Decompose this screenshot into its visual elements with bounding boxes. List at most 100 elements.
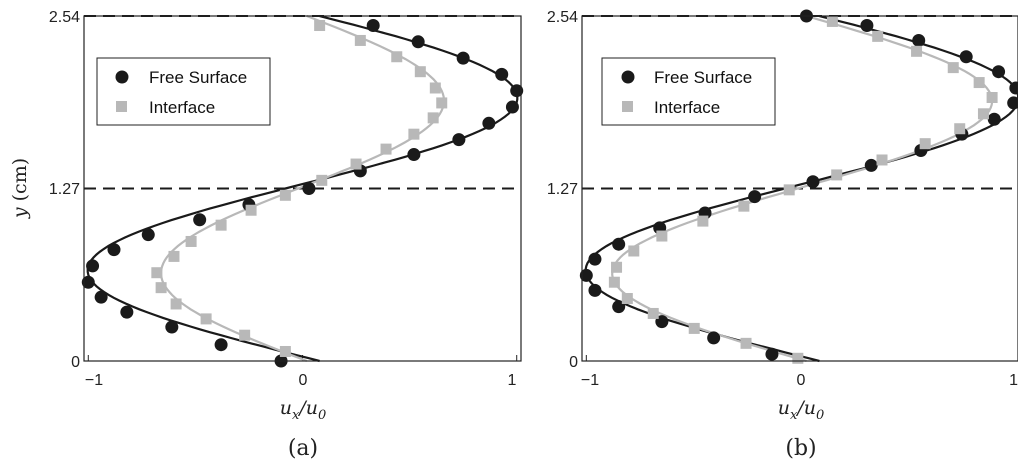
legend: Free Surface Interface	[601, 57, 776, 126]
data-point-interface	[628, 245, 640, 257]
svg-text:y (cm): y (cm)	[9, 158, 31, 219]
data-point-interface	[740, 337, 752, 349]
data-point-interface	[621, 293, 633, 305]
data-point-interface	[954, 123, 966, 135]
data-point-interface	[919, 138, 931, 150]
data-point-free-surface	[707, 331, 721, 345]
legend-label-interface: Interface	[149, 98, 215, 117]
data-point-interface	[314, 20, 326, 32]
data-point-interface	[688, 322, 700, 334]
legend: Free Surface Interface	[96, 57, 271, 126]
x-tick-label-0: −1	[85, 372, 103, 389]
fit-curve-interface	[611, 14, 994, 363]
data-point-free-surface	[302, 182, 316, 195]
y-tick-label-0: 0	[71, 354, 80, 371]
x-tick-label-2: 1	[508, 372, 517, 389]
data-point-interface	[427, 112, 439, 124]
data-point-interface	[783, 184, 795, 196]
y-tick-label-2: 2.54	[49, 9, 80, 26]
x-axis-label: ux/u0	[778, 397, 825, 423]
data-point-free-surface	[992, 65, 1006, 79]
data-point-interface	[215, 219, 227, 231]
data-point-free-surface	[366, 19, 380, 33]
data-point-free-surface	[456, 51, 470, 65]
data-point-free-surface	[1009, 81, 1018, 95]
data-point-free-surface	[765, 347, 779, 361]
data-point-interface	[350, 158, 362, 170]
data-point-free-surface	[748, 190, 762, 204]
data-point-free-surface	[214, 338, 228, 352]
data-point-free-surface	[510, 84, 524, 98]
data-point-interface	[436, 97, 448, 109]
data-point-interface	[185, 235, 197, 247]
legend-box	[96, 57, 271, 126]
legend-marker-interface	[622, 101, 633, 112]
x-tick-label-2: 1	[1009, 372, 1018, 389]
data-point-interface	[316, 174, 328, 186]
data-point-free-surface	[806, 175, 820, 189]
data-point-interface	[826, 15, 838, 27]
legend-label-free-surface: Free Surface	[654, 68, 752, 87]
data-point-interface	[279, 345, 291, 357]
data-point-interface	[876, 154, 888, 166]
y-tick-label-1: 1.27	[49, 181, 80, 198]
x-tick-label-1: 0	[797, 372, 806, 389]
data-point-interface	[792, 352, 804, 364]
data-point-interface	[239, 329, 251, 341]
data-point-free-surface	[612, 237, 626, 251]
data-point-interface	[697, 215, 709, 227]
panel-b: 0 1.27 2.54 −1 0 1 ux/u0 (b) Free Surfac…	[547, 9, 1018, 461]
data-point-interface	[354, 34, 366, 46]
data-point-interface	[414, 66, 426, 78]
x-tick-label-0: −1	[581, 372, 599, 389]
data-point-interface	[738, 200, 750, 212]
data-point-free-surface	[165, 320, 179, 334]
data-point-interface	[429, 82, 441, 94]
axes-frame-a	[83, 15, 522, 362]
data-point-free-surface	[482, 116, 496, 130]
data-point-free-surface	[588, 283, 602, 297]
data-point-interface	[977, 108, 989, 120]
data-point-free-surface	[141, 228, 155, 242]
data-point-free-surface	[912, 33, 926, 47]
data-point-interface	[380, 143, 392, 155]
data-point-interface	[155, 282, 167, 294]
data-point-free-surface	[959, 50, 973, 64]
data-point-free-surface	[860, 19, 874, 33]
data-point-free-surface	[81, 275, 95, 289]
legend-marker-interface	[116, 101, 127, 112]
data-point-free-surface	[505, 100, 519, 114]
data-point-free-surface	[107, 243, 121, 257]
data-point-free-surface	[193, 213, 207, 227]
y-tick-label-2: 2.54	[547, 9, 578, 26]
data-point-interface	[973, 77, 985, 89]
panel-caption: (a)	[288, 436, 318, 461]
data-point-free-surface	[120, 305, 134, 319]
data-point-interface	[647, 307, 659, 319]
data-point-interface	[947, 62, 959, 74]
y-axis-label: y (cm)	[9, 158, 31, 219]
fit-curve-interface	[160, 14, 445, 363]
x-tick-label-1: 0	[299, 372, 308, 389]
data-point-free-surface	[407, 148, 421, 162]
data-point-interface	[911, 45, 923, 57]
data-point-interface	[408, 128, 420, 140]
data-point-free-surface	[987, 112, 1001, 126]
data-point-free-surface	[94, 290, 108, 304]
legend-label-free-surface: Free Surface	[149, 68, 247, 87]
data-point-interface	[168, 250, 180, 262]
y-tick-label-1: 1.27	[547, 181, 578, 198]
data-point-interface	[656, 230, 668, 242]
axes-frame-b	[581, 15, 1018, 362]
data-point-interface	[608, 276, 620, 288]
data-point-free-surface	[1007, 96, 1018, 110]
data-point-interface	[170, 298, 182, 310]
panel-caption: (b)	[785, 436, 816, 461]
data-point-free-surface	[579, 268, 593, 282]
legend-label-interface: Interface	[654, 98, 720, 117]
data-point-interface	[279, 189, 291, 201]
legend-box	[601, 57, 776, 126]
data-point-free-surface	[411, 35, 425, 49]
data-point-interface	[831, 169, 843, 181]
